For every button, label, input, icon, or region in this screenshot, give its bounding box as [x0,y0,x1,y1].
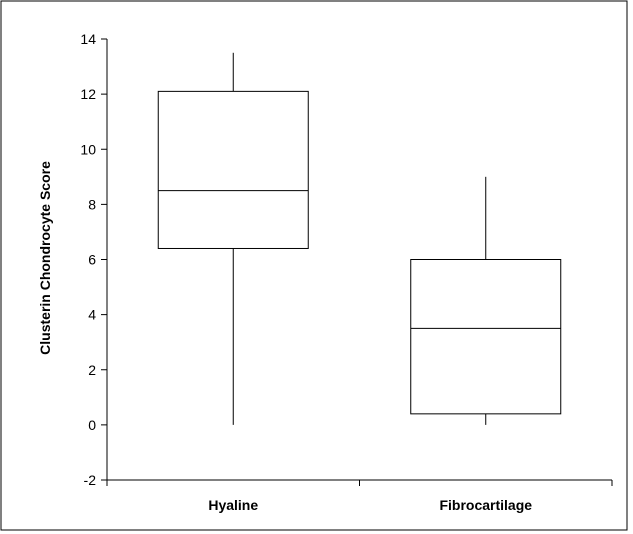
x-category-label: Fibrocartilage [439,497,532,513]
y-tick-label: 4 [88,307,96,323]
plot-area: -2 0 2 4 6 8 10 12 14 Hyaline Fibrocartilage [80,31,613,513]
y-axis-title: Clusterin Chondrocyte Score [37,161,53,355]
y-tick-label: 14 [80,31,96,47]
y-tick-label: 2 [88,362,96,378]
box-hyaline [157,90,309,249]
x-category-label: Hyaline [208,497,258,513]
y-tick-label: 0 [88,417,96,433]
y-tick-label: 10 [80,141,96,157]
y-tick-label: 8 [88,196,96,212]
box-fibrocartilage [410,259,562,415]
y-tick-label: 6 [88,252,96,268]
y-tick-label: 12 [80,86,96,102]
y-tick-label: -2 [84,472,97,488]
